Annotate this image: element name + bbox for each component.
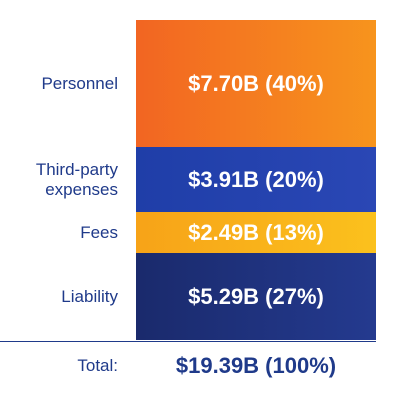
category-label-line: Personnel [41, 74, 118, 93]
category-label: Third-party expenses [36, 160, 118, 200]
category-label: Liability [61, 287, 118, 307]
bar-segment-personnel: $7.70B (40%) [136, 20, 376, 147]
category-label: Personnel [41, 74, 118, 94]
category-label-line: Fees [80, 223, 118, 242]
data-label: $3.91B (20%) [188, 166, 324, 192]
category-label-line: Liability [61, 287, 118, 306]
bar-segment-third-party-expenses: $3.91B (20%) [136, 147, 376, 212]
bar-segment-liability: $5.29B (27%) [136, 253, 376, 340]
category-label: Fees [80, 223, 118, 243]
data-label: $2.49B (13%) [188, 219, 324, 245]
total-divider [0, 341, 376, 342]
category-label-line: expenses [45, 180, 118, 199]
bar-segment-fees: $2.49B (13%) [136, 212, 376, 253]
data-label: $5.29B (27%) [188, 283, 324, 309]
total-value: $19.39B (100%) [175, 353, 337, 378]
data-label: $7.70B (40%) [188, 70, 324, 96]
category-label-line: Third-party [35, 160, 118, 179]
total-label: Total: [77, 356, 118, 375]
